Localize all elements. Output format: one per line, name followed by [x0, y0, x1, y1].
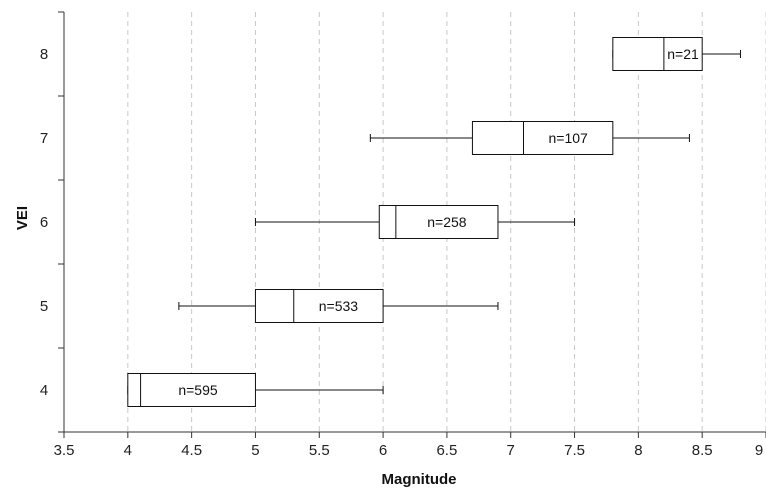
y-axis-title: VEI	[14, 206, 31, 230]
y-tick-label-5: 5	[40, 298, 48, 315]
axes	[58, 11, 766, 438]
n-label-vei-6: n=258	[427, 214, 467, 230]
box-vei-7	[471, 121, 614, 155]
box-vei-6	[378, 205, 499, 239]
y-tick-label-4: 4	[40, 382, 48, 399]
n-label-vei-4: n=595	[178, 382, 218, 398]
x-tick-label-11: 9	[755, 442, 763, 459]
x-tick-label-3: 5	[251, 442, 259, 459]
y-tick-label-6: 6	[40, 214, 48, 231]
n-label-vei-7: n=107	[548, 130, 588, 146]
x-tick-label-7: 7	[507, 442, 515, 459]
x-tick-label-1: 4	[124, 442, 132, 459]
x-tick-label-10: 8.5	[692, 442, 713, 459]
n-label-vei-5: n=533	[319, 298, 359, 314]
x-tick-label-9: 8	[634, 442, 642, 459]
x-tick-label-8: 7.5	[564, 442, 585, 459]
y-tick-label-8: 8	[40, 46, 48, 63]
box-vei-8	[612, 37, 703, 71]
x-axis-title: Magnitude	[382, 471, 457, 488]
x-tick-label-2: 4.5	[181, 442, 202, 459]
n-label-vei-8: n=21	[667, 46, 699, 62]
y-tick-label-7: 7	[40, 130, 48, 147]
boxes: n=595 n=533 n=258 n=107 n=21	[127, 37, 741, 407]
x-tick-label-0: 3.5	[54, 442, 75, 459]
box-vei-4	[127, 373, 256, 407]
box-vei-5	[254, 289, 384, 323]
x-tick-label-5: 6	[379, 442, 387, 459]
x-tick-label-4: 5.5	[309, 442, 330, 459]
x-tick-label-6: 6.5	[436, 442, 457, 459]
tick-labels: 3.5 4 4.5 5 5.5 6 6.5 7 7.5 8 8.5 9 4 5 6 7 8	[40, 46, 763, 459]
